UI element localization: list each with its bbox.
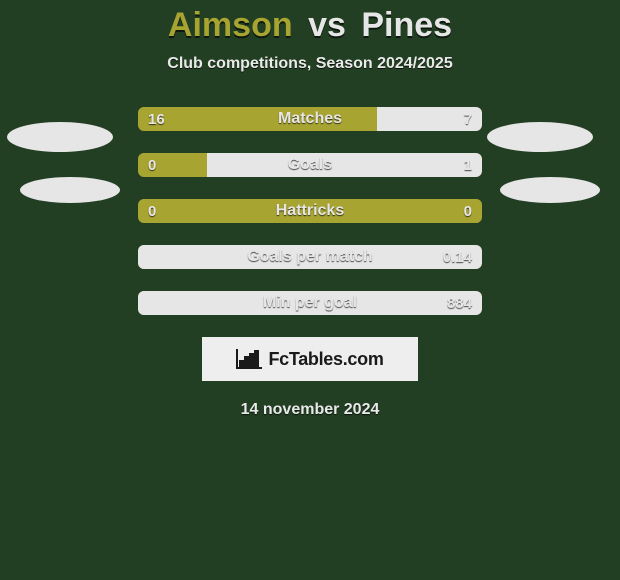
stat-row: 00Hattricks	[138, 199, 482, 223]
brand-text: FcTables.com	[268, 349, 383, 370]
stat-row: 0.14Goals per match	[138, 245, 482, 269]
page-title: Aimson vs Pines	[0, 0, 620, 45]
stat-label: Hattricks	[138, 199, 482, 223]
bar-chart-icon	[236, 349, 262, 369]
brand-box: FcTables.com	[202, 337, 418, 381]
player1-name: Aimson	[168, 6, 293, 44]
player2-name: Pines	[361, 6, 452, 44]
date-text: 14 november 2024	[0, 401, 620, 419]
vs-text: vs	[308, 6, 346, 44]
team-emblem-placeholder	[487, 122, 593, 152]
team-emblem-placeholder	[20, 177, 120, 203]
stat-row: 01Goals	[138, 153, 482, 177]
stat-label: Min per goal	[138, 291, 482, 315]
stat-label: Goals per match	[138, 245, 482, 269]
stat-row: 167Matches	[138, 107, 482, 131]
comparison-infographic: Aimson vs Pines Club competitions, Seaso…	[0, 0, 620, 580]
stat-label: Matches	[138, 107, 482, 131]
stat-label: Goals	[138, 153, 482, 177]
team-emblem-placeholder	[500, 177, 600, 203]
team-emblem-placeholder	[7, 122, 113, 152]
subtitle: Club competitions, Season 2024/2025	[0, 55, 620, 73]
stat-row: 884Min per goal	[138, 291, 482, 315]
